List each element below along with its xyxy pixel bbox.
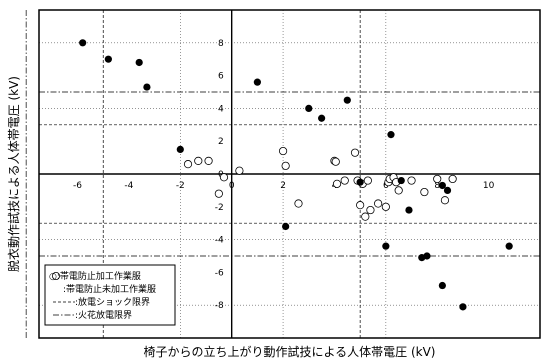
point-treated [194,156,203,165]
point-treated [407,176,416,185]
point-untreated [305,104,313,112]
point-untreated [143,83,151,91]
point-treated [361,212,370,221]
point-treated [294,199,303,208]
y-tick-label: 8 [218,39,224,49]
x-tick-label: 10 [483,181,495,191]
point-untreated [443,186,452,194]
point-treated [350,148,360,157]
x-tick-label: 6 [383,181,389,191]
x-tick-label: 2 [280,181,286,191]
x-tick-label: -6 [73,181,82,191]
x-tick-label: 0 [229,181,235,191]
y-tick-label: 2 [218,137,224,147]
point-untreated [382,242,390,250]
point-treated [183,160,193,169]
point-untreated [438,181,446,190]
point-untreated [282,222,290,231]
point-treated [363,176,372,185]
point-treated [394,186,403,195]
point-treated [433,174,442,184]
point-untreated [135,58,143,67]
y-axis-label: 脱衣動作試技による人体帯電圧 (kV) [6,76,21,272]
gridlines [39,10,540,338]
plot-frame [38,9,541,339]
point-treated [366,205,375,215]
x-tick-label: -4 [124,181,133,191]
point-treated [440,196,450,205]
y-tick-label: -4 [215,236,224,246]
data-points [79,39,513,311]
point-treated [214,189,223,198]
y-tick-label: -6 [215,268,224,278]
x-tick-label: -2 [176,181,185,191]
legend-label-shock-limit: :放電ショック限界 [75,296,150,308]
point-untreated [505,242,513,250]
point-treated [420,187,429,197]
point-untreated [356,178,364,186]
point-untreated [405,206,413,214]
x-axis-label: 椅子からの立ち上がり動作試技による人体帯電圧 (kV) [144,344,436,359]
y-tick-label: 4 [218,104,224,114]
point-treated [219,173,229,182]
y-tick-label: 6 [218,72,224,82]
point-treated [356,201,365,210]
point-untreated [397,176,405,185]
point-untreated [104,55,112,63]
legend-label-untreated: :帯電防止未加工作業服 [63,283,156,295]
point-treated [374,199,383,208]
point-treated [448,174,457,184]
point-untreated [318,114,326,122]
point-treated [235,166,244,175]
point-treated [204,156,213,165]
point-untreated [387,131,395,139]
point-untreated [343,96,351,104]
y-tick-label: -8 [215,301,224,311]
point-untreated [253,78,261,86]
legend-label-spark-limit: :火花放電限界 [75,309,132,321]
point-untreated [79,39,87,47]
legend: ○:帯電防止加工作業服 :帯電防止未加工作業服 :放電ショック限界 :火花放電限… [44,264,176,326]
point-treated [331,157,340,166]
point-treated [332,179,342,188]
x-tick-labels: -6-4-20246810 [73,181,495,191]
point-untreated [459,303,467,311]
axes [39,10,540,338]
point-untreated [438,281,446,290]
reference-lines [25,10,540,338]
x-tick-label: 8 [434,181,440,191]
legend-label-treated: ○:帯電防止加工作業服 [49,270,141,282]
point-treated [281,161,290,170]
legend-open-circle-marker [52,271,61,280]
point-treated [340,176,349,185]
point-untreated [423,252,431,260]
point-treated [381,202,390,211]
y-tick-label: -2 [215,203,224,213]
point-treated [278,146,288,156]
point-untreated [176,145,184,153]
